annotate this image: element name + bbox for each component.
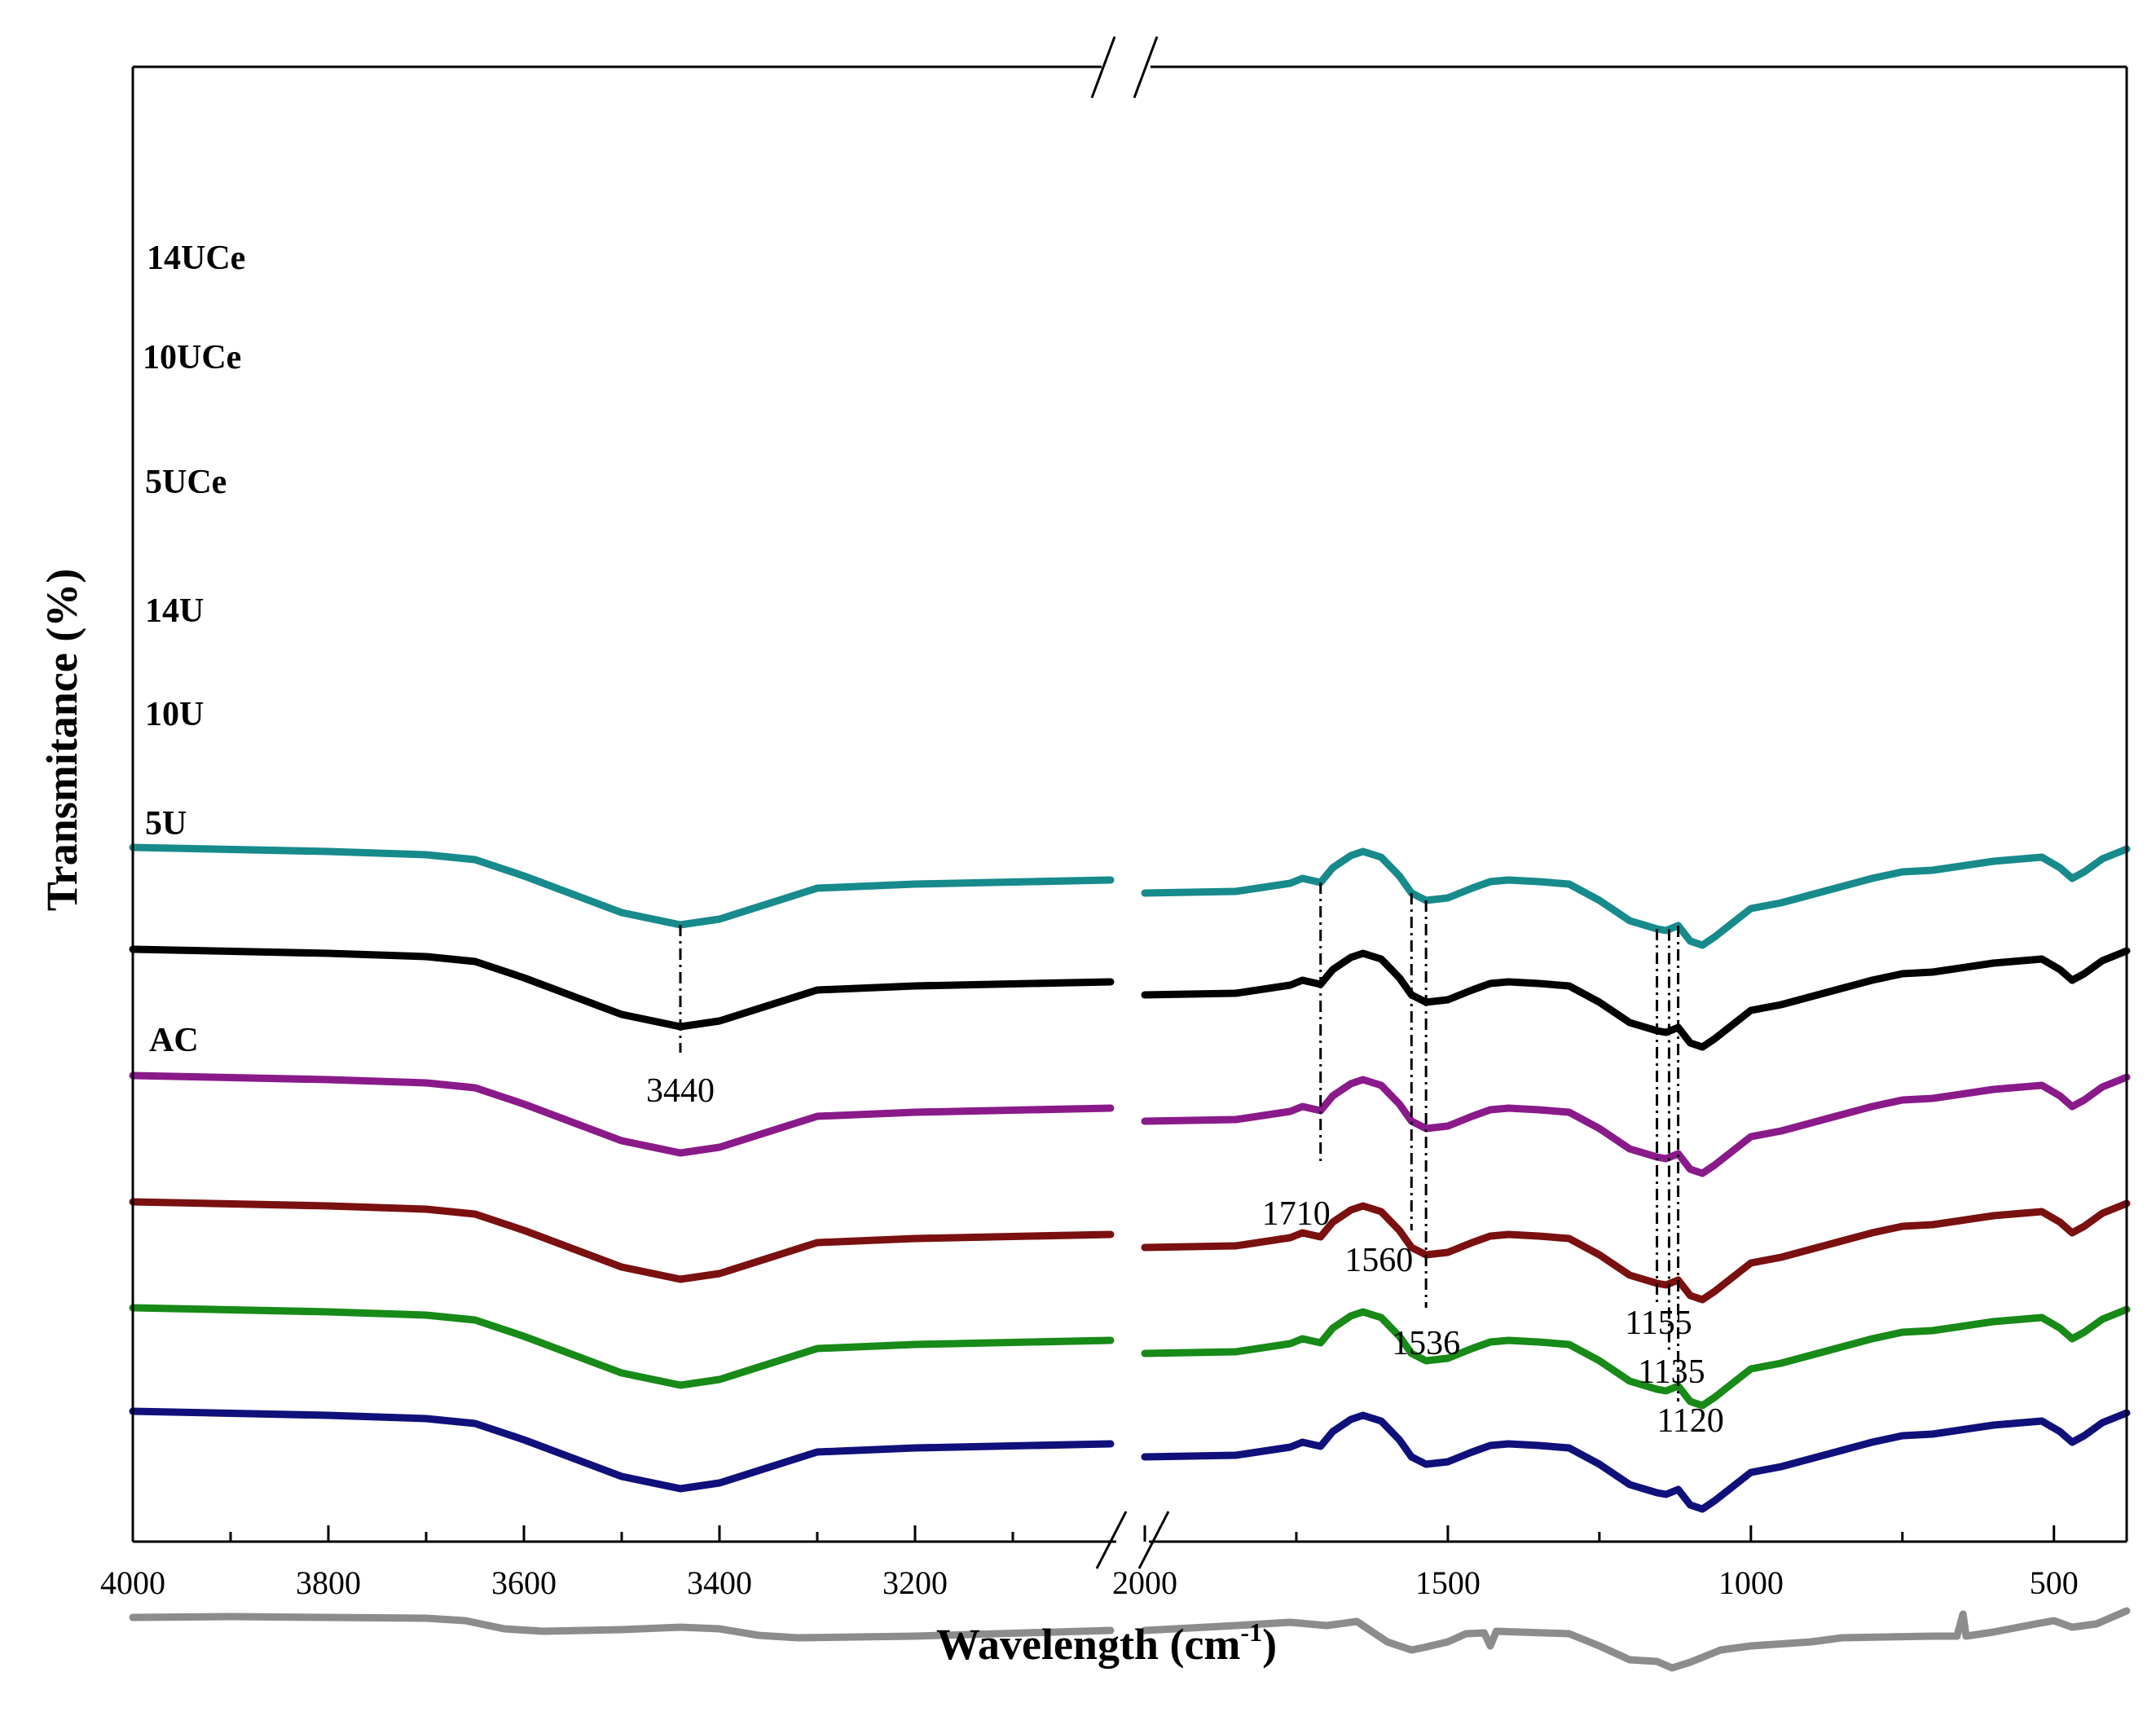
series-line-10U-left (129, 1304, 1115, 1389)
series-line-5UCe-right (1141, 1073, 2131, 1177)
annotation-label-3440: 3440 (646, 1072, 715, 1110)
break-mark-top-1 (1090, 36, 1116, 99)
break-mark-bottom-1 (1095, 1511, 1128, 1569)
x-tick-label: 500 (2030, 1564, 2079, 1601)
x-tick-label: 1000 (1718, 1564, 1784, 1601)
break-mark-bottom-2 (1137, 1511, 1170, 1569)
annotation-1120: 1120 (1657, 926, 1724, 1440)
series-line-10U-right (1141, 1305, 2131, 1410)
series-label-14UCe: 14UCe (147, 240, 245, 277)
x-tick-label: 2000 (1112, 1564, 1177, 1601)
series-line-14U-right (1141, 1199, 2131, 1304)
annotation-1710: 1710 (1262, 882, 1331, 1233)
tick-layer: 4000 3800 3600 3400 3200 2000 1500 1000 500 (100, 1525, 2079, 1601)
series-label-5UCe: 5UCe (145, 464, 227, 501)
annotation-layer: 3440 1710 1560 1536 1155 1135 1120 (646, 882, 1724, 1440)
x-axis-title-sup: -1 (1240, 1617, 1262, 1647)
series-14U: 14U (129, 592, 2131, 1304)
annotation-label-1155: 1155 (1625, 1305, 1692, 1342)
series-layer: 14UCe 10UCe 5UCe 14U 10U 5U AC (129, 240, 2131, 1672)
annotation-1135: 1135 (1638, 929, 1705, 1391)
annotation-label-1536: 1536 (1392, 1325, 1460, 1362)
series-line-10UCe-right (1141, 947, 2131, 1051)
series-5U: 5U (129, 805, 2131, 1513)
x-tick-label: 1500 (1415, 1564, 1481, 1601)
x-axis-title-close: ) (1262, 1620, 1277, 1669)
annotation-label-1560: 1560 (1344, 1242, 1413, 1279)
series-AC: AC (129, 1022, 2131, 1672)
annotation-label-1710: 1710 (1262, 1195, 1331, 1233)
annotation-1536: 1536 (1392, 900, 1460, 1362)
series-14UCe: 14UCe (129, 240, 2131, 949)
annotation-label-1135: 1135 (1638, 1353, 1705, 1391)
x-axis-title: Wavelength (cm-1) (936, 1617, 1277, 1669)
series-label-10UCe: 10UCe (143, 339, 241, 376)
x-tick-label: 3200 (882, 1564, 948, 1601)
annotation-label-1120: 1120 (1657, 1402, 1723, 1440)
annotation-1155: 1155 (1625, 929, 1692, 1342)
series-line-5U-right (1141, 1409, 2131, 1513)
series-line-AC-left (129, 1613, 1115, 1642)
y-axis-title: Transmitance (%) (37, 569, 86, 911)
series-label-AC: AC (149, 1022, 199, 1059)
frame-layer (131, 36, 2128, 1569)
series-label-10U: 10U (145, 696, 204, 733)
series-10U: 10U (129, 696, 2131, 1410)
series-10UCe: 10UCe (129, 339, 2131, 1051)
x-tick-label: 3800 (296, 1564, 361, 1601)
break-mark-top-2 (1133, 36, 1159, 99)
series-line-14U-left (129, 1198, 1115, 1283)
x-tick-label: 4000 (100, 1564, 165, 1601)
series-label-14U: 14U (145, 592, 204, 630)
x-tick-label: 3600 (491, 1564, 557, 1601)
series-line-5UCe-left (129, 1071, 1115, 1157)
x-axis-title-text: Wavelength (cm (936, 1620, 1240, 1669)
series-line-5U-left (129, 1407, 1115, 1493)
series-label-5U: 5U (145, 805, 187, 843)
annotation-3440: 3440 (646, 925, 715, 1110)
x-tick-label: 3400 (687, 1564, 752, 1601)
series-line-14UCe-right (1141, 845, 2131, 949)
series-line-AC-right (1141, 1607, 2131, 1672)
series-5UCe: 5UCe (129, 464, 2131, 1177)
annotation-1560: 1560 (1344, 893, 1413, 1279)
series-line-14UCe-left (129, 843, 1115, 929)
series-line-10UCe-left (129, 945, 1115, 1031)
